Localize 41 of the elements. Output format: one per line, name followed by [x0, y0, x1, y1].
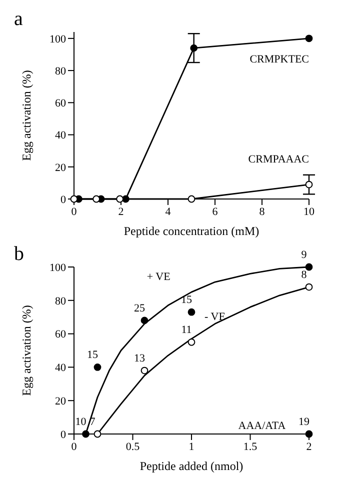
y-tick-label: 20	[55, 162, 66, 174]
x-tick-label: 0	[71, 206, 78, 218]
x-tick-label: 10	[304, 206, 315, 218]
y-tick-label: 80	[55, 65, 66, 78]
y-tick-label: 40	[55, 362, 66, 374]
y-tick-label: 20	[55, 396, 66, 408]
x-axis-title: Peptide added (nmol)	[140, 459, 244, 473]
x-tick-label: 0	[71, 440, 78, 453]
annotation: 19	[298, 416, 310, 428]
x-tick-label: 6	[212, 206, 218, 218]
x-tick-label: 2	[118, 206, 124, 218]
y-tick-label: 100	[50, 33, 66, 46]
x-tick-label: 1	[188, 440, 194, 453]
series-label: CRMPAAAC	[248, 154, 309, 166]
annotation: + VE	[146, 271, 170, 284]
y-tick-label: 0	[60, 428, 66, 441]
annotation: 8	[301, 269, 308, 282]
y-tick-label: 0	[60, 194, 66, 206]
y-tick-label: 80	[55, 295, 66, 308]
y-tick-label: 60	[55, 98, 66, 110]
series-label: CRMPKTEC	[250, 53, 309, 66]
chart-title: b	[14, 243, 24, 266]
annotation: 13	[134, 352, 146, 365]
chart-title: a	[14, 8, 23, 31]
y-axis-title: Egg activation (%)	[19, 305, 34, 396]
annotation: 9	[301, 249, 308, 261]
annotation: 11	[181, 324, 192, 336]
x-tick-label: 0.5	[126, 440, 140, 453]
annotation: 15	[87, 349, 98, 362]
annotation: 10	[75, 416, 87, 428]
x-tick-label: 2	[306, 440, 312, 453]
annotation: 25	[134, 302, 146, 314]
y-axis-title: Egg activation (%)	[19, 70, 34, 161]
y-tick-label: 60	[55, 328, 66, 341]
y-tick-label: 100	[50, 262, 66, 274]
x-tick-label: 8	[259, 206, 266, 218]
annotation: AAA/ATA	[238, 420, 286, 432]
x-axis-title: Peptide concentration (mM)	[124, 224, 260, 238]
y-tick-label: 40	[55, 130, 66, 142]
x-tick-label: 4	[165, 206, 172, 218]
x-tick-label: 1.5	[243, 440, 258, 453]
